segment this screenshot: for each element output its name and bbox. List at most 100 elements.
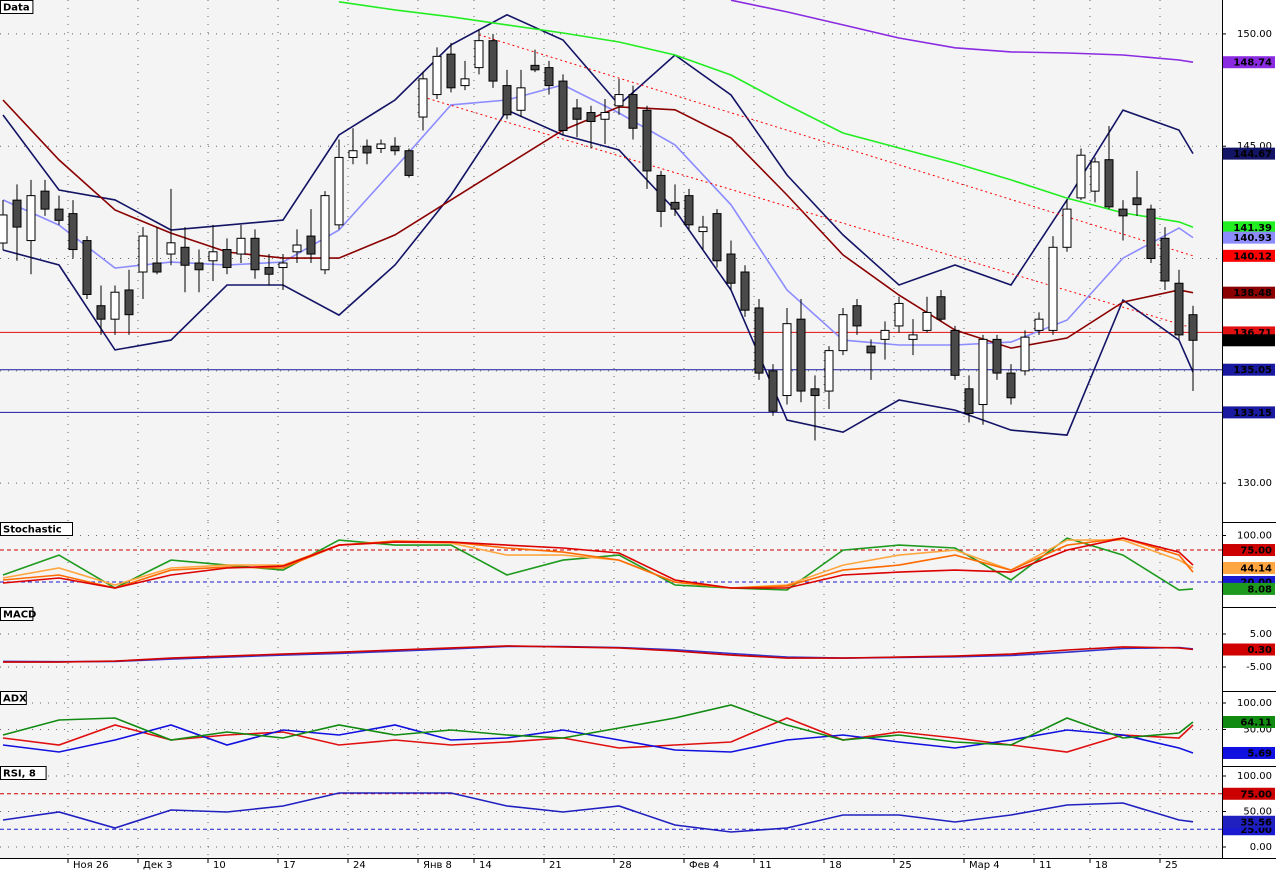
candle-body bbox=[390, 145, 400, 152]
candle-body bbox=[936, 296, 946, 320]
candle-body bbox=[992, 338, 1002, 374]
indicator-line bbox=[422, 96, 1194, 329]
value-tag bbox=[1223, 147, 1275, 160]
panel-title: Stochastic bbox=[3, 525, 62, 536]
x-tick-label: 24 bbox=[353, 860, 366, 871]
value-tag-text: 8.08 bbox=[1247, 584, 1272, 595]
value-tag bbox=[1223, 249, 1275, 262]
candle-body bbox=[138, 235, 148, 273]
indicator-line bbox=[3, 645, 1194, 663]
value-tag-text: 144.67 bbox=[1233, 149, 1272, 160]
indicator-line bbox=[2, 109, 1194, 436]
candle-body bbox=[334, 156, 344, 226]
x-tick-label: 11 bbox=[759, 860, 772, 871]
candle-body bbox=[474, 40, 484, 69]
y-tick-label: 5.00 bbox=[1250, 629, 1272, 640]
candle-body bbox=[460, 78, 470, 87]
candle-body bbox=[82, 240, 92, 295]
panel-title-box bbox=[0, 691, 27, 705]
y-tick-label: 0.00 bbox=[1250, 842, 1272, 853]
candle-body bbox=[866, 345, 876, 354]
candle-body bbox=[376, 143, 386, 149]
candle-body bbox=[978, 338, 988, 406]
candle-body bbox=[684, 195, 694, 226]
indicator-line bbox=[338, 1, 1194, 229]
x-tick-label: Фев 4 bbox=[689, 860, 719, 871]
candle-body bbox=[530, 64, 540, 71]
candle-body bbox=[264, 267, 274, 275]
indicator-line bbox=[2, 537, 1194, 589]
value-tag bbox=[1223, 787, 1275, 800]
value-tag-text: 44.14 bbox=[1240, 563, 1272, 574]
value-tag bbox=[1223, 544, 1275, 557]
indicator-line bbox=[730, 0, 1194, 63]
y-tick-label: 150.00 bbox=[1237, 29, 1272, 40]
x-tick-label: Ноя 26 bbox=[73, 860, 109, 871]
candle-body bbox=[0, 214, 8, 244]
candle-body bbox=[698, 226, 708, 233]
candle-body bbox=[166, 242, 176, 255]
panel-title: Data bbox=[3, 3, 30, 14]
value-tag bbox=[1223, 334, 1275, 347]
panel-title-box bbox=[0, 0, 34, 14]
candle-body bbox=[1118, 208, 1128, 217]
candle-body bbox=[726, 253, 736, 284]
indicator-line bbox=[2, 792, 1194, 833]
x-tick-label: 21 bbox=[549, 860, 562, 871]
candle-body bbox=[1174, 282, 1184, 336]
candle-body bbox=[152, 262, 162, 273]
candle-body bbox=[754, 307, 764, 374]
candle-body bbox=[54, 208, 64, 221]
value-tag-text: 133.15 bbox=[1233, 408, 1272, 419]
candle-body bbox=[600, 112, 610, 120]
candle-body bbox=[1006, 372, 1016, 399]
candle-body bbox=[488, 40, 498, 82]
value-tag-text: 136.36 bbox=[1233, 336, 1272, 347]
candle-body bbox=[124, 289, 134, 316]
x-tick-label: Мар 4 bbox=[969, 860, 1000, 871]
y-tick-label: 100.00 bbox=[1237, 698, 1272, 709]
value-tag-text: 75.00 bbox=[1240, 546, 1272, 557]
candle-body bbox=[558, 80, 568, 131]
value-tag bbox=[1223, 561, 1275, 574]
x-tick-label: 25 bbox=[899, 860, 912, 871]
candle-body bbox=[1146, 208, 1156, 260]
value-tag bbox=[1223, 815, 1275, 828]
value-tag bbox=[1223, 221, 1275, 234]
x-tick-label: 14 bbox=[479, 860, 492, 871]
value-tag-text: 135.05 bbox=[1233, 365, 1272, 376]
x-tick-label: 25 bbox=[1165, 860, 1178, 871]
candle-body bbox=[1104, 159, 1114, 208]
candle-body bbox=[236, 237, 246, 255]
candle-body bbox=[278, 262, 288, 269]
candle-body bbox=[12, 199, 22, 228]
value-tag-text: 141.39 bbox=[1233, 223, 1272, 234]
candle-body bbox=[110, 291, 120, 320]
candle-body bbox=[614, 94, 624, 107]
candle-body bbox=[544, 67, 554, 87]
x-tick-label: 10 bbox=[213, 860, 226, 871]
value-tag-text: 138.48 bbox=[1233, 288, 1272, 299]
value-tag bbox=[1223, 746, 1275, 759]
value-tag-text: 0.30 bbox=[1247, 645, 1272, 656]
candle-body bbox=[712, 213, 722, 262]
candle-body bbox=[432, 55, 442, 96]
value-tag bbox=[1223, 406, 1275, 419]
candle-body bbox=[1062, 208, 1072, 248]
candle-body bbox=[40, 190, 50, 210]
panel-title: ADX bbox=[3, 694, 27, 705]
indicator-line bbox=[2, 717, 1194, 753]
x-tick-label: Дек 3 bbox=[143, 860, 173, 871]
y-tick-label: -5.00 bbox=[1246, 662, 1272, 673]
candle-body bbox=[740, 271, 750, 311]
candle-body bbox=[782, 323, 792, 397]
candle-body bbox=[810, 388, 820, 397]
y-tick-label: 145.00 bbox=[1237, 141, 1272, 152]
value-tag bbox=[1223, 716, 1275, 729]
candle-body bbox=[418, 78, 428, 118]
candle-body bbox=[320, 195, 330, 271]
candle-body bbox=[292, 244, 302, 253]
panel-background bbox=[0, 522, 1222, 607]
